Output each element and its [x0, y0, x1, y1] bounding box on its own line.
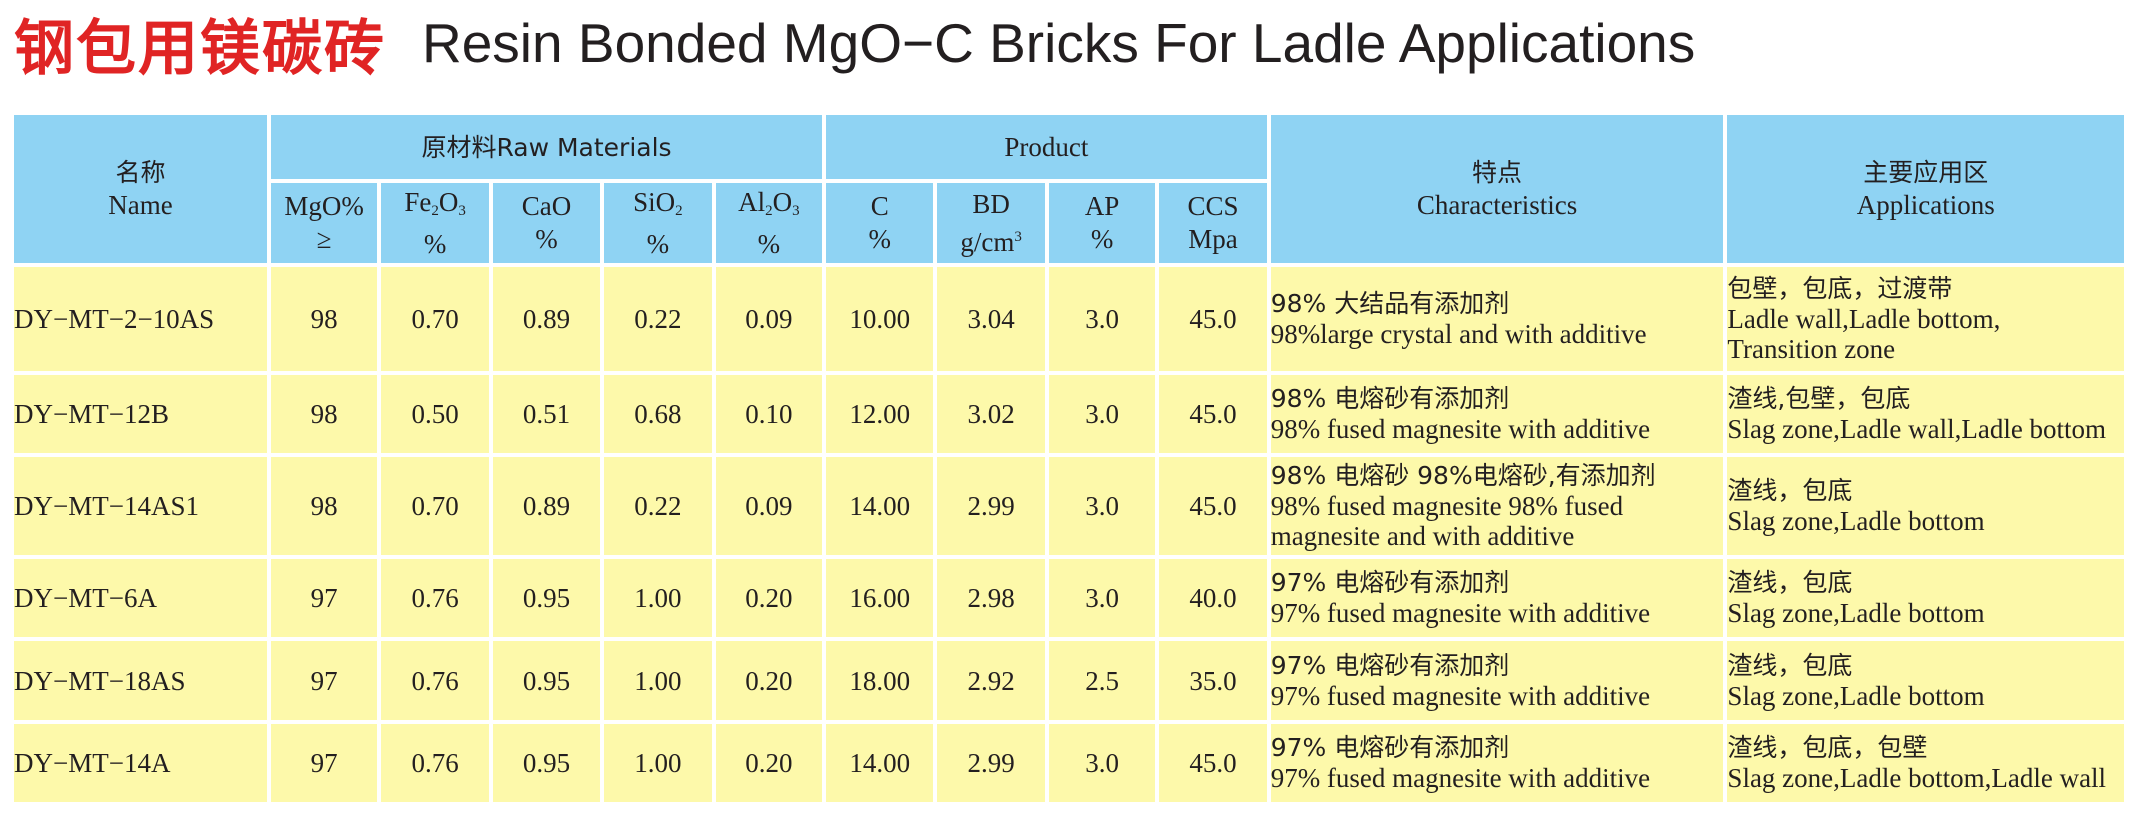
- header-applications: 主要应用区 Applications: [1727, 115, 2124, 263]
- cell-al2o3: 0.09: [715, 267, 823, 371]
- cell-al2o3: 0.20: [715, 724, 823, 802]
- cell-cao: 0.95: [492, 641, 601, 720]
- cell-ccs: 45.0: [1159, 375, 1267, 453]
- cell-applications: 渣线，包底 Slag zone,Ladle bottom: [1727, 559, 2124, 637]
- cell-sio2: 1.00: [604, 641, 712, 720]
- cell-cao: 0.95: [492, 724, 601, 802]
- cell-applications: 包壁，包底，过渡带 Ladle wall,Ladle bottom, Trans…: [1727, 267, 2124, 371]
- cell-c: 14.00: [826, 724, 934, 802]
- header-cao: CaO %: [492, 183, 601, 263]
- cell-ccs: 45.0: [1159, 724, 1267, 802]
- cell-ccs: 45.0: [1159, 267, 1267, 371]
- cell-al2o3: 0.09: [715, 457, 823, 555]
- cell-ap: 3.0: [1048, 457, 1156, 555]
- table-row: DY−MT−12B 98 0.50 0.51 0.68 0.10 12.00 3…: [14, 375, 2124, 453]
- header-ap: AP %: [1048, 183, 1156, 263]
- cell-mgo: 97: [270, 724, 378, 802]
- cell-sio2: 1.00: [604, 559, 712, 637]
- cell-al2o3: 0.20: [715, 641, 823, 720]
- cell-characteristics: 98% 电熔砂有添加剂 98% fused magnesite with add…: [1270, 375, 1724, 453]
- cell-fe2o3: 0.76: [381, 559, 489, 637]
- cell-c: 10.00: [826, 267, 934, 371]
- cell-mgo: 98: [270, 457, 378, 555]
- cell-ap: 3.0: [1048, 559, 1156, 637]
- cell-c: 14.00: [826, 457, 934, 555]
- spec-table: 名称 Name 原材料Raw Materials Product 特点 Char…: [10, 111, 2128, 806]
- table-row: DY−MT−14AS1 98 0.70 0.89 0.22 0.09 14.00…: [14, 457, 2124, 555]
- table-row: DY−MT−6A 97 0.76 0.95 1.00 0.20 16.00 2.…: [14, 559, 2124, 637]
- header-sio2: SiO2 %: [604, 183, 712, 263]
- header-raw-materials: 原材料Raw Materials: [270, 115, 823, 179]
- cell-c: 16.00: [826, 559, 934, 637]
- cell-sio2: 0.22: [604, 267, 712, 371]
- title-english: Resin Bonded MgO−C Bricks For Ladle Appl…: [422, 12, 1696, 74]
- table-header: 名称 Name 原材料Raw Materials Product 特点 Char…: [14, 115, 2124, 263]
- cell-applications: 渣线，包底 Slag zone,Ladle bottom: [1727, 641, 2124, 720]
- cell-mgo: 98: [270, 375, 378, 453]
- cell-bd: 2.98: [937, 559, 1045, 637]
- cell-cao: 0.95: [492, 559, 601, 637]
- cell-name: DY−MT−18AS: [14, 641, 267, 720]
- table-row: DY−MT−18AS 97 0.76 0.95 1.00 0.20 18.00 …: [14, 641, 2124, 720]
- cell-bd: 2.92: [937, 641, 1045, 720]
- table-row: DY−MT−2−10AS 98 0.70 0.89 0.22 0.09 10.0…: [14, 267, 2124, 371]
- cell-bd: 3.04: [937, 267, 1045, 371]
- cell-ap: 3.0: [1048, 267, 1156, 371]
- header-mgo: MgO% ≥: [270, 183, 378, 263]
- cell-fe2o3: 0.76: [381, 724, 489, 802]
- header-ccs: CCS Mpa: [1159, 183, 1267, 263]
- cell-ccs: 35.0: [1159, 641, 1267, 720]
- title-chinese: 钢包用镁碳砖: [14, 13, 386, 84]
- header-bd: BD g/cm3: [937, 183, 1045, 263]
- cell-ccs: 40.0: [1159, 559, 1267, 637]
- header-product: Product: [826, 115, 1267, 179]
- cell-name: DY−MT−6A: [14, 559, 267, 637]
- header-characteristics: 特点 Characteristics: [1270, 115, 1724, 263]
- cell-sio2: 0.68: [604, 375, 712, 453]
- header-name: 名称 Name: [14, 115, 267, 263]
- cell-ap: 3.0: [1048, 375, 1156, 453]
- cell-ap: 2.5: [1048, 641, 1156, 720]
- cell-fe2o3: 0.76: [381, 641, 489, 720]
- cell-name: DY−MT−14A: [14, 724, 267, 802]
- cell-bd: 2.99: [937, 457, 1045, 555]
- cell-applications: 渣线，包底，包壁 Slag zone,Ladle bottom,Ladle wa…: [1727, 724, 2124, 802]
- cell-fe2o3: 0.50: [381, 375, 489, 453]
- cell-c: 18.00: [826, 641, 934, 720]
- cell-characteristics: 97% 电熔砂有添加剂 97% fused magnesite with add…: [1270, 559, 1724, 637]
- cell-name: DY−MT−2−10AS: [14, 267, 267, 371]
- header-fe2o3: Fe2O3 %: [381, 183, 489, 263]
- cell-cao: 0.89: [492, 267, 601, 371]
- cell-mgo: 97: [270, 641, 378, 720]
- cell-mgo: 97: [270, 559, 378, 637]
- cell-mgo: 98: [270, 267, 378, 371]
- page-title: 钢包用镁碳砖 Resin Bonded MgO−C Bricks For Lad…: [14, 6, 1696, 84]
- cell-ccs: 45.0: [1159, 457, 1267, 555]
- cell-bd: 3.02: [937, 375, 1045, 453]
- cell-name: DY−MT−12B: [14, 375, 267, 453]
- cell-cao: 0.89: [492, 457, 601, 555]
- cell-cao: 0.51: [492, 375, 601, 453]
- cell-name: DY−MT−14AS1: [14, 457, 267, 555]
- cell-sio2: 1.00: [604, 724, 712, 802]
- cell-bd: 2.99: [937, 724, 1045, 802]
- cell-characteristics: 98% 电熔砂 98%电熔砂,有添加剂 98% fused magnesite …: [1270, 457, 1724, 555]
- cell-al2o3: 0.20: [715, 559, 823, 637]
- cell-fe2o3: 0.70: [381, 267, 489, 371]
- cell-applications: 渣线,包壁，包底 Slag zone,Ladle wall,Ladle bott…: [1727, 375, 2124, 453]
- cell-c: 12.00: [826, 375, 934, 453]
- cell-applications: 渣线，包底 Slag zone,Ladle bottom: [1727, 457, 2124, 555]
- header-al2o3: Al2O3 %: [715, 183, 823, 263]
- header-c: C %: [826, 183, 934, 263]
- table-body: DY−MT−2−10AS 98 0.70 0.89 0.22 0.09 10.0…: [14, 267, 2124, 802]
- cell-al2o3: 0.10: [715, 375, 823, 453]
- table-row: DY−MT−14A 97 0.76 0.95 1.00 0.20 14.00 2…: [14, 724, 2124, 802]
- cell-characteristics: 97% 电熔砂有添加剂 97% fused magnesite with add…: [1270, 641, 1724, 720]
- cell-characteristics: 98% 大结品有添加剂 98%large crystal and with ad…: [1270, 267, 1724, 371]
- cell-ap: 3.0: [1048, 724, 1156, 802]
- cell-characteristics: 97% 电熔砂有添加剂 97% fused magnesite with add…: [1270, 724, 1724, 802]
- cell-sio2: 0.22: [604, 457, 712, 555]
- cell-fe2o3: 0.70: [381, 457, 489, 555]
